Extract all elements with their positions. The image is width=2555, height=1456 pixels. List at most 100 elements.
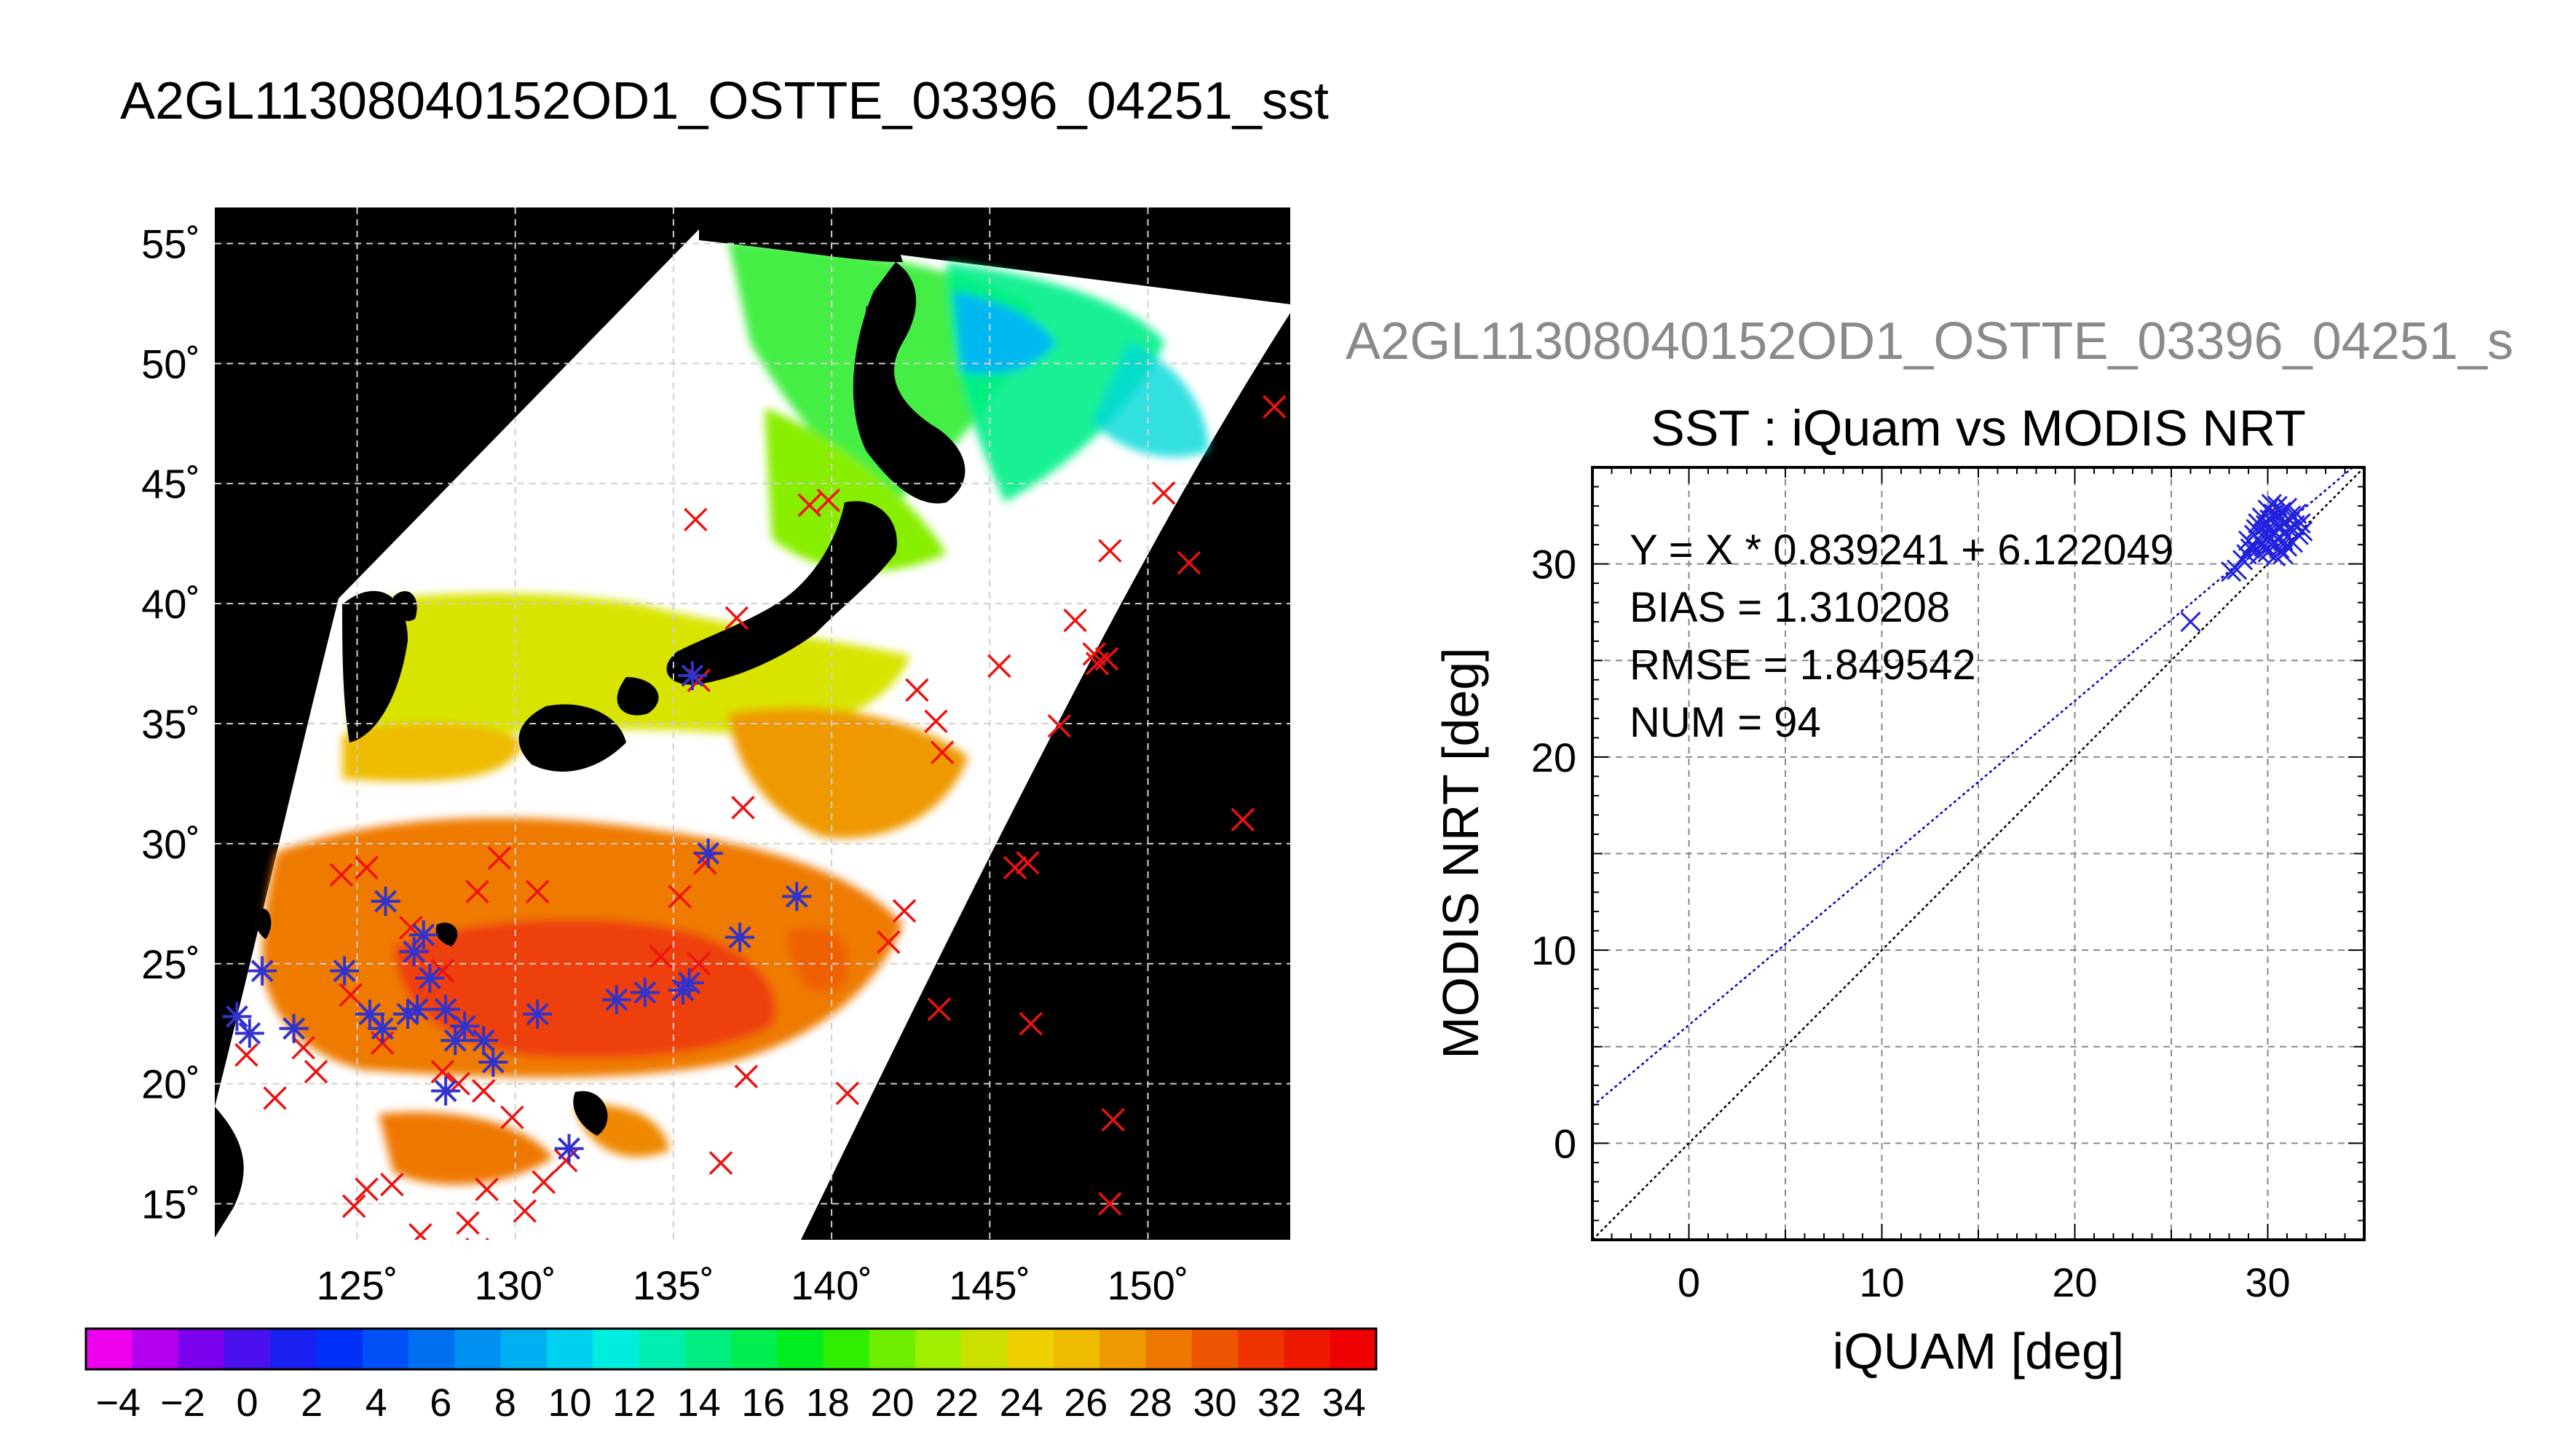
red-x-marker [465, 879, 489, 904]
red-x-marker [687, 951, 711, 976]
map-markers-red [234, 395, 1287, 1240]
colorbar-swatch [1099, 1329, 1147, 1369]
colorbar-tick-label: 4 [366, 1381, 387, 1425]
blue-star-marker [248, 956, 277, 986]
stats-annotation-line: RMSE = 1.849542 [1630, 641, 1976, 689]
map-x-tick-label: 130˚ [475, 1262, 556, 1308]
blue-star-marker [408, 920, 438, 950]
page-title: A2GL11308040152OD1_OSTTE_03396_04251_sst [120, 72, 1329, 130]
colorbar-swatch [1145, 1329, 1193, 1369]
red-x-marker [430, 1059, 455, 1084]
red-x-marker [905, 678, 929, 703]
blue-star-marker [725, 922, 755, 952]
scatter-title: SST : iQuam vs MODIS NRT [1651, 400, 2306, 456]
blue-star-marker [355, 1000, 384, 1029]
red-x-marker [525, 879, 550, 904]
red-x-marker [797, 493, 821, 518]
colorbar: −4 −2 0 2 4 6 8 10 12 14 16 18 20 22 24 26 28 30 32 34 [84, 1327, 1378, 1425]
red-x-marker [355, 1177, 379, 1201]
red-x-marker [816, 488, 840, 513]
blue-star-marker [392, 1000, 422, 1029]
red-x-marker [304, 1059, 328, 1084]
scatter-x-tick-label: 0 [1678, 1259, 1700, 1305]
blue-star-marker [403, 994, 433, 1024]
blue-star-marker [279, 1013, 309, 1043]
red-x-marker [465, 1237, 489, 1240]
colorbar-tick-label: −4 [96, 1381, 141, 1425]
scatter-y-tick-label: 30 [1531, 542, 1576, 587]
map-y-tick-label: 50˚ [141, 341, 200, 387]
blue-star-marker [630, 978, 660, 1008]
blue-star-marker [415, 963, 445, 993]
red-x-marker [708, 1151, 733, 1175]
red-x-marker [472, 1079, 496, 1103]
blue-star-marker [554, 1133, 584, 1163]
sst-map: 125˚ 130˚ 135˚ 140˚ 145˚ 150˚ 15˚ 20˚ 25˚ 30˚ 35˚ 4… [141, 207, 1290, 1308]
colorbar-swatch [1330, 1329, 1377, 1369]
red-x-marker [456, 1211, 480, 1235]
red-x-marker [1016, 851, 1040, 875]
colorbar-tick-label: 18 [806, 1381, 850, 1425]
red-x-marker [877, 930, 901, 954]
x-axis-label: iQUAM [deg] [1833, 1323, 2125, 1380]
red-x-marker [329, 863, 354, 887]
land [215, 229, 965, 1238]
blue-star-marker [222, 1002, 252, 1032]
colorbar-swatch [823, 1329, 870, 1369]
blue-star-marker [601, 985, 631, 1015]
colorbar-swatch [408, 1329, 455, 1369]
scatter-y-tick-label: 10 [1531, 927, 1576, 973]
red-x-marker [1231, 807, 1255, 832]
colorbar-tick-label: 24 [1000, 1381, 1043, 1425]
blue-star-marker [234, 1018, 264, 1048]
red-x-marker [835, 1081, 860, 1106]
colorbar-swatch [500, 1329, 548, 1369]
map-y-tick-label: 30˚ [141, 821, 200, 867]
red-x-marker [1082, 642, 1106, 666]
red-x-marker [1094, 646, 1119, 671]
red-x-marker [487, 846, 512, 870]
blue-star-marker [450, 1011, 480, 1041]
red-x-marker [532, 1170, 556, 1195]
colorbar-swatch [593, 1329, 640, 1369]
red-x-marker [927, 997, 952, 1021]
stats-annotation-line: NUM = 94 [1630, 699, 1821, 746]
scatter-ticks: 0 10 20 30 0 10 20 30 [1531, 467, 2365, 1305]
colorbar-swatch [270, 1329, 317, 1369]
blue-star-marker [469, 1026, 499, 1056]
map-x-tick-label: 140˚ [791, 1262, 872, 1308]
colorbar-swatch [1007, 1329, 1054, 1369]
map-x-tick-label: 145˚ [949, 1262, 1030, 1308]
scatter-x-tick-label: 30 [2245, 1259, 2290, 1305]
red-x-marker [1098, 1192, 1122, 1216]
map-y-tick-label: 40˚ [141, 581, 200, 627]
red-x-marker [930, 740, 955, 764]
stats-annotation-line: BIAS = 1.310208 [1630, 584, 1950, 631]
colorbar-tick-label: 6 [430, 1381, 451, 1425]
scatter-y-tick-label: 20 [1531, 735, 1576, 780]
red-x-marker [355, 855, 379, 880]
red-x-marker [987, 654, 1011, 678]
colorbar-swatch [777, 1329, 824, 1369]
colorbar-swatch [1238, 1329, 1285, 1369]
red-x-marker [291, 1035, 315, 1060]
scatter-x-tick-label: 20 [2052, 1259, 2097, 1305]
red-x-marker [1177, 550, 1201, 575]
red-x-marker [684, 507, 708, 531]
scatter-point [2292, 521, 2313, 542]
colorbar-swatch [86, 1329, 133, 1369]
red-x-marker [1098, 539, 1122, 563]
red-x-marker [892, 898, 917, 923]
blue-star-marker [674, 968, 704, 998]
red-x-marker [734, 1064, 759, 1088]
red-x-marker [668, 885, 692, 909]
colorbar-swatch [1191, 1329, 1239, 1369]
colorbar-swatch [869, 1329, 916, 1369]
blue-star-marker [431, 1076, 461, 1106]
map-markers-blue [222, 661, 812, 1163]
colorbar-swatch [178, 1329, 225, 1369]
stats-annotations: Y = X * 0.839241 + 6.122049 BIAS = 1.3102… [1630, 526, 2173, 746]
map-y-tick-label: 20˚ [141, 1061, 200, 1107]
map-y-tick-label: 15˚ [141, 1182, 200, 1227]
